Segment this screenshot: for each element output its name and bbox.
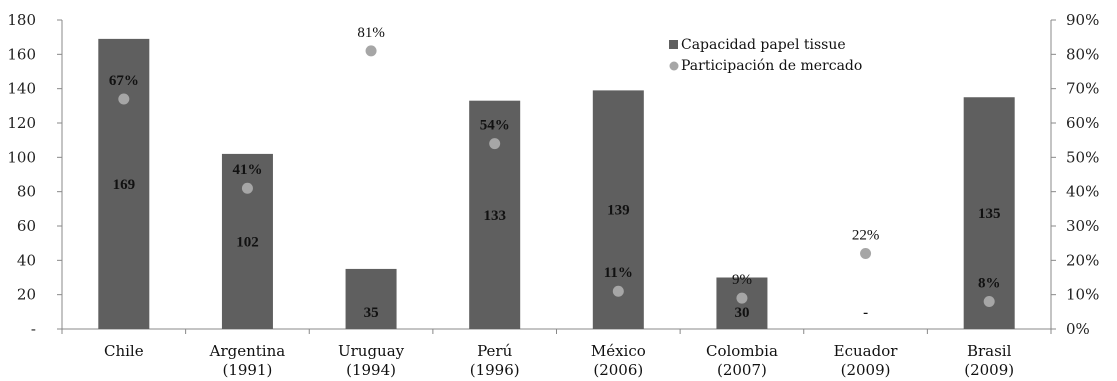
left-tick-label: 180 — [7, 11, 36, 29]
category-label: Ecuador — [834, 342, 899, 360]
points — [118, 45, 995, 308]
bar-value-label: 139 — [607, 203, 630, 219]
right-tick-label: 0% — [1066, 320, 1090, 338]
right-tick-label: 60% — [1066, 114, 1099, 132]
legend-label-point: Participación de mercado — [681, 58, 862, 74]
market-share-point — [365, 45, 377, 57]
category-label: Perú — [477, 342, 512, 360]
right-tick-label: 90% — [1066, 11, 1099, 29]
category-label: Argentina — [209, 342, 286, 360]
right-tick-label: 20% — [1066, 251, 1099, 269]
left-tick-label: 40 — [17, 251, 36, 269]
bar-value-label: 30 — [734, 305, 749, 321]
category-year-label: (1991) — [222, 361, 272, 379]
right-tick-label: 70% — [1066, 80, 1099, 98]
market-share-point — [736, 292, 748, 304]
bar-value-label: 35 — [364, 305, 379, 321]
bar-labels: 169 102 35 133 139 30 - 135 — [113, 177, 1001, 321]
left-tick-label: 60 — [17, 217, 36, 235]
category-label: Brasil — [967, 342, 1012, 360]
category-year-label: (2009) — [841, 361, 891, 379]
market-share-point — [118, 93, 130, 105]
point-value-label: 22% — [852, 227, 880, 243]
bar-value-label: 169 — [113, 177, 136, 193]
right-tick-label: 50% — [1066, 148, 1099, 166]
right-tick-label: 30% — [1066, 217, 1099, 235]
bar — [345, 268, 397, 329]
category-year-label: (2009) — [964, 361, 1014, 379]
category-label: México — [591, 342, 646, 360]
left-tick-label: 120 — [7, 114, 36, 132]
bars — [98, 38, 1015, 330]
market-share-point — [612, 285, 624, 297]
bar — [98, 38, 150, 330]
bar-value-label: 135 — [978, 206, 1001, 222]
bar-value-label: 102 — [236, 234, 259, 250]
left-tick-label: 80 — [17, 183, 36, 201]
point-value-label: 9% — [732, 272, 752, 288]
category-year-label: (1996) — [470, 361, 520, 379]
left-tick-label: - — [31, 320, 36, 338]
bar — [963, 97, 1015, 329]
market-share-point — [241, 182, 253, 194]
bar-value-label: - — [863, 305, 868, 321]
market-share-point — [489, 138, 501, 150]
category-labels: Chile Argentina(1991) Uruguay(1994) Perú(19… — [104, 342, 1014, 379]
category-label: Colombia — [706, 342, 778, 360]
right-axis: 0% 10% 20% 30% 40% 50% 60% 70% 80% 90% — [1050, 11, 1099, 338]
legend: Capacidad papel tissue Participación de … — [669, 37, 862, 74]
left-tick-label: 160 — [7, 45, 36, 63]
point-value-label: 11% — [604, 265, 633, 281]
point-value-label: 81% — [357, 25, 385, 41]
right-tick-label: 10% — [1066, 286, 1099, 304]
category-label: Chile — [104, 342, 144, 360]
category-year-label: (1994) — [346, 361, 396, 379]
category-label: Uruguay — [338, 342, 405, 360]
legend-swatch-bar — [669, 40, 678, 49]
market-share-point — [860, 247, 872, 259]
left-axis: - 20 40 60 80 100 120 140 160 180 — [7, 11, 1052, 338]
left-tick-label: 20 — [17, 286, 36, 304]
point-value-label: 67% — [109, 73, 139, 89]
market-share-point — [983, 296, 995, 308]
right-tick-label: 40% — [1066, 183, 1099, 201]
point-labels: 67% 41% 81% 54% 11% 9% 22% 8% — [109, 25, 1001, 292]
point-value-label: 8% — [978, 276, 1001, 292]
category-year-label: (2007) — [717, 361, 767, 379]
bar-value-label: 133 — [483, 208, 506, 224]
left-tick-label: 100 — [7, 148, 36, 166]
left-tick-label: 140 — [7, 80, 36, 98]
legend-label-bar: Capacidad papel tissue — [681, 37, 846, 53]
point-value-label: 41% — [232, 162, 262, 178]
legend-swatch-point — [669, 61, 679, 71]
point-value-label: 54% — [480, 118, 510, 134]
category-year-label: (2006) — [593, 361, 643, 379]
right-tick-label: 80% — [1066, 45, 1099, 63]
